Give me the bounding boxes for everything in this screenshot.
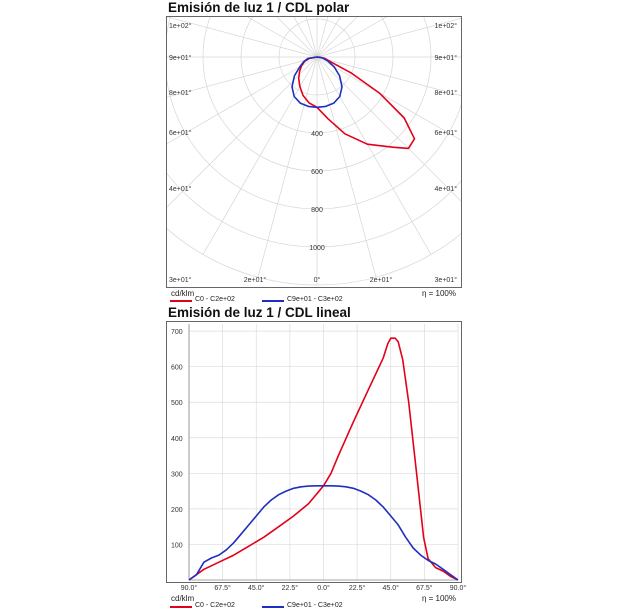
polar-grid-spoke bbox=[316, 56, 432, 255]
polar-angle-label: 6e+01° bbox=[435, 129, 458, 137]
polar-grid-spoke bbox=[202, 56, 318, 255]
polar-radial-tick: 400 bbox=[311, 131, 323, 138]
linear-xtick-label: 67.5° bbox=[416, 585, 433, 592]
polar-grid-spoke bbox=[316, 0, 351, 58]
polar-angle-label: 2e+01° bbox=[244, 276, 267, 284]
legend-swatch-red-linear bbox=[170, 606, 192, 608]
linear-chart-title: Emisión de luz 1 / CDL lineal bbox=[168, 305, 351, 320]
polar-angle-label: 9e+01° bbox=[169, 54, 192, 62]
polar-efficiency-label: η = 100% bbox=[421, 289, 456, 298]
polar-angle-label: 3e+01° bbox=[169, 276, 192, 284]
legend-label-c90: C9e+01 - C3e+02 bbox=[287, 296, 343, 303]
linear-ytick-label: 300 bbox=[171, 471, 183, 478]
linear-chart-frame: 100 200 300 400 500 600 700 90.0° 67.5° 45.0° 22.… bbox=[166, 321, 466, 592]
polar-radial-tick: 1000 bbox=[309, 245, 325, 252]
polar-radial-tick: 600 bbox=[311, 169, 323, 176]
linear-chart: 100 200 300 400 500 600 700 bbox=[171, 324, 459, 581]
polar-radial-tick: 800 bbox=[311, 207, 323, 214]
legend-label-c0: C0 - C2e+02 bbox=[195, 296, 235, 303]
linear-xtick-label: 45.0° bbox=[382, 585, 399, 592]
linear-xtick-label: 22.5° bbox=[348, 585, 366, 592]
legend-label-c0-linear: C0 - C2e+02 bbox=[195, 602, 235, 609]
polar-angle-label: 4e+01° bbox=[435, 185, 458, 193]
legend-swatch-blue-linear bbox=[262, 606, 284, 608]
linear-unit-label: cd/klm bbox=[171, 594, 195, 603]
polar-angle-label: 3e+01° bbox=[435, 276, 458, 284]
polar-grid-spoke bbox=[316, 0, 333, 58]
linear-ytick-label: 400 bbox=[171, 436, 183, 443]
legend-label-c90-linear: C9e+01 - C3e+02 bbox=[287, 602, 343, 609]
polar-grid-spoke bbox=[316, 56, 377, 278]
polar-grid-spoke bbox=[316, 0, 417, 58]
polar-grid-spoke bbox=[316, 0, 375, 58]
polar-grid-spoke bbox=[257, 56, 318, 278]
linear-xtick-label: 90.0° bbox=[180, 585, 198, 592]
linear-ytick-label: 700 bbox=[171, 329, 183, 336]
polar-grid-spoke bbox=[217, 0, 318, 58]
linear-ytick-label: 600 bbox=[171, 365, 183, 372]
polar-angle-label: 2e+01° bbox=[370, 276, 393, 284]
polar-angle-label: 1e+02° bbox=[435, 22, 458, 30]
polar-grid-spoke bbox=[96, 56, 318, 117]
polar-unit-label: cd/klm bbox=[171, 289, 195, 298]
linear-series-0 bbox=[188, 337, 459, 581]
polar-angle-label: 9e+01° bbox=[435, 54, 458, 62]
linear-xtick-label: 45.0° bbox=[248, 585, 265, 592]
polar-grid-spoke bbox=[259, 0, 318, 58]
polar-grid-spoke bbox=[283, 0, 318, 58]
polar-angle-label: 6e+01° bbox=[169, 129, 192, 137]
polar-grid-spoke bbox=[155, 56, 318, 219]
linear-series-1 bbox=[188, 485, 459, 581]
legend-swatch-blue bbox=[262, 300, 284, 302]
polar-series-1 bbox=[291, 56, 343, 109]
linear-xtick-label: 90.0° bbox=[449, 585, 467, 592]
polar-chart: 400 600 800 1000 1e+02° 1e+02° 9e+01° 9e+01° 8e+… bbox=[88, 0, 546, 286]
polar-angle-label: 8e+01° bbox=[169, 89, 192, 97]
linear-xtick-label: 0.0° bbox=[317, 585, 330, 592]
polar-series-0 bbox=[297, 56, 416, 150]
legend-swatch-red bbox=[170, 300, 192, 302]
linear-xtick-label: 67.5° bbox=[214, 585, 231, 592]
linear-xtick-label: 22.5° bbox=[281, 585, 299, 592]
linear-ytick-label: 100 bbox=[171, 542, 183, 549]
polar-grid-spoke bbox=[119, 56, 318, 172]
linear-ytick-label: 200 bbox=[171, 507, 183, 514]
polar-grid-spoke bbox=[316, 56, 479, 219]
polar-angle-label: 4e+01° bbox=[169, 185, 192, 193]
polar-chart-frame: 400 600 800 1000 1e+02° 1e+02° 9e+01° 9e+01° 8e+… bbox=[88, 0, 546, 288]
polar-grid-spoke bbox=[301, 0, 318, 58]
polar-chart-title: Emisión de luz 1 / CDL polar bbox=[168, 0, 350, 15]
linear-efficiency-label: η = 100% bbox=[421, 594, 456, 603]
linear-ytick-label: 500 bbox=[171, 400, 183, 407]
polar-angle-label: 8e+01° bbox=[435, 89, 458, 97]
polar-angle-label: 0° bbox=[314, 276, 321, 284]
polar-angle-label: 1e+02° bbox=[169, 22, 192, 30]
